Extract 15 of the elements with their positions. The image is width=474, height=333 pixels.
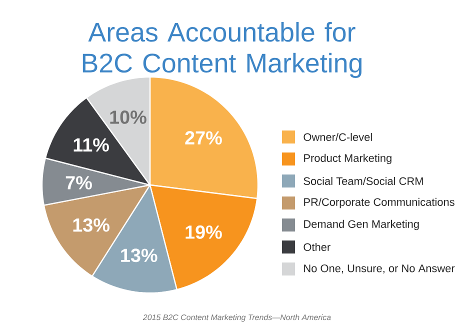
legend-label: Other — [304, 242, 330, 252]
legend-label: Social Team/Social CRM — [304, 176, 423, 186]
legend-label: PR/Corporate Communications — [304, 198, 454, 208]
data-label: 7% — [66, 176, 92, 190]
data-label: 10% — [110, 110, 146, 124]
legend-label: Owner/C-level — [304, 132, 372, 142]
chart-title: Areas Accountable for B2C Content Marketing — [82, 22, 362, 78]
data-label: 27% — [185, 131, 222, 145]
data-label: 11% — [74, 138, 109, 152]
data-label: 19% — [186, 225, 222, 239]
legend-label: Product Marketing — [304, 154, 392, 164]
legend-label: Demand Gen Marketing — [304, 220, 419, 230]
data-label: 13% — [73, 218, 110, 232]
data-label: 13% — [121, 248, 158, 262]
legend-label: No One, Unsure, or No Answer — [304, 264, 455, 274]
